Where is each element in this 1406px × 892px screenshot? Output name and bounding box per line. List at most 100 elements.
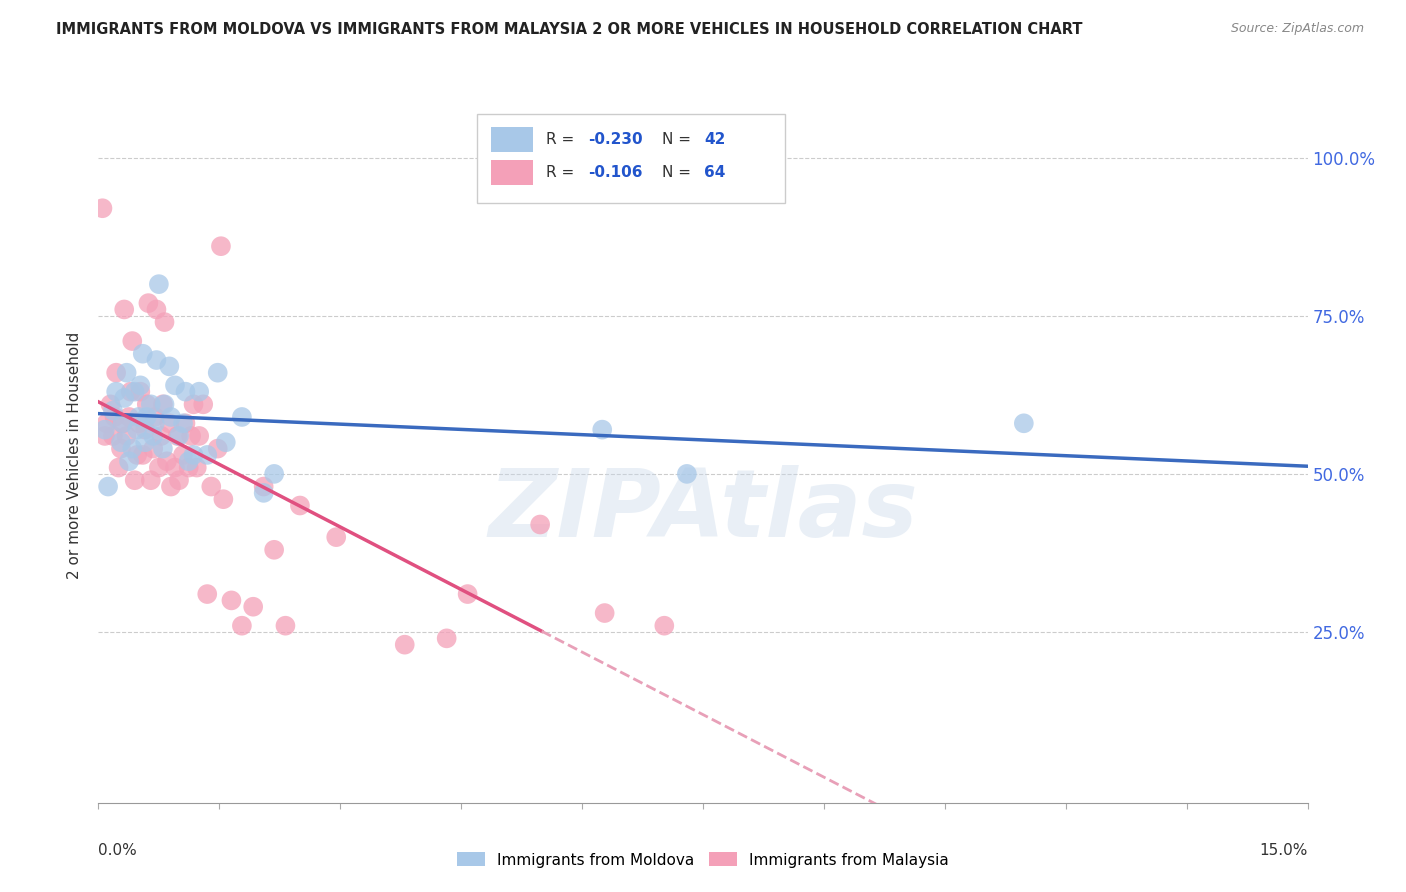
Text: R =: R = <box>546 131 579 146</box>
Point <box>174 384 197 399</box>
Text: Source: ZipAtlas.com: Source: ZipAtlas.com <box>1230 22 1364 36</box>
Point <box>188 384 211 399</box>
Text: R =: R = <box>546 165 579 180</box>
Point <box>135 397 157 411</box>
Point <box>593 606 616 620</box>
Point <box>134 423 156 437</box>
Point <box>253 486 276 500</box>
Point <box>115 429 138 443</box>
Point <box>121 442 143 456</box>
Point <box>94 423 117 437</box>
Text: 15.0%: 15.0% <box>1260 843 1308 858</box>
Point <box>128 417 150 431</box>
Point <box>121 334 143 348</box>
Point <box>153 397 176 411</box>
Point <box>263 467 285 481</box>
Point <box>94 429 117 443</box>
Point <box>96 417 118 431</box>
Point <box>183 397 205 411</box>
Text: IMMIGRANTS FROM MOLDOVA VS IMMIGRANTS FROM MALAYSIA 2 OR MORE VEHICLES IN HOUSEH: IMMIGRANTS FROM MOLDOVA VS IMMIGRANTS FR… <box>56 22 1083 37</box>
Point <box>111 417 134 431</box>
Point <box>167 473 190 487</box>
Point <box>167 429 190 443</box>
Point <box>100 397 122 411</box>
Point <box>124 473 146 487</box>
Point <box>195 587 218 601</box>
Y-axis label: 2 or more Vehicles in Household: 2 or more Vehicles in Household <box>67 331 83 579</box>
Point <box>221 593 243 607</box>
Point <box>188 429 211 443</box>
Point <box>143 417 166 431</box>
Point <box>325 530 347 544</box>
Point <box>148 460 170 475</box>
Point <box>143 409 166 424</box>
Point <box>118 454 141 468</box>
Point <box>129 378 152 392</box>
Point <box>163 460 186 475</box>
Point <box>110 435 132 450</box>
Point <box>160 409 183 424</box>
Point <box>180 429 202 443</box>
Point <box>529 517 551 532</box>
Point <box>127 423 149 437</box>
Point <box>120 384 142 399</box>
Point <box>145 302 167 317</box>
Point <box>195 448 218 462</box>
Point <box>183 448 205 462</box>
Text: -0.230: -0.230 <box>588 131 643 146</box>
Point <box>128 409 150 424</box>
Point <box>157 417 180 431</box>
Point <box>163 378 186 392</box>
Text: N =: N = <box>662 131 696 146</box>
FancyBboxPatch shape <box>492 127 533 152</box>
Point <box>152 442 174 456</box>
Point <box>231 618 253 632</box>
Text: 64: 64 <box>704 165 725 180</box>
Point <box>105 366 128 380</box>
Point <box>145 353 167 368</box>
Point <box>112 391 135 405</box>
Point <box>153 315 176 329</box>
Point <box>97 479 120 493</box>
Point <box>274 618 297 632</box>
Text: 0.0%: 0.0% <box>98 843 138 858</box>
Point <box>105 384 128 399</box>
Point <box>207 366 229 380</box>
Point <box>152 397 174 411</box>
Point <box>215 435 238 450</box>
Text: 42: 42 <box>704 131 725 146</box>
Point <box>1012 417 1035 431</box>
Point <box>101 403 124 417</box>
Point <box>212 492 235 507</box>
Point <box>139 473 162 487</box>
Point <box>253 479 276 493</box>
Point <box>157 359 180 374</box>
Point <box>91 201 114 215</box>
Point <box>111 417 134 431</box>
Point <box>138 296 160 310</box>
Point <box>172 448 194 462</box>
Point <box>148 277 170 292</box>
Point <box>101 429 124 443</box>
Text: -0.106: -0.106 <box>588 165 643 180</box>
Point <box>156 454 179 468</box>
Point <box>177 454 200 468</box>
Point <box>457 587 479 601</box>
Point <box>132 448 155 462</box>
Point <box>142 442 165 456</box>
Point <box>231 409 253 424</box>
Point <box>591 423 613 437</box>
Point <box>129 384 152 399</box>
Point <box>166 429 188 443</box>
Point <box>160 479 183 493</box>
Point <box>103 409 125 424</box>
Point <box>676 467 699 481</box>
Point <box>127 448 149 462</box>
Point <box>263 542 285 557</box>
Text: N =: N = <box>662 165 696 180</box>
Point <box>110 442 132 456</box>
Point <box>172 417 194 431</box>
Point <box>150 429 173 443</box>
Point <box>118 409 141 424</box>
Point <box>177 460 200 475</box>
